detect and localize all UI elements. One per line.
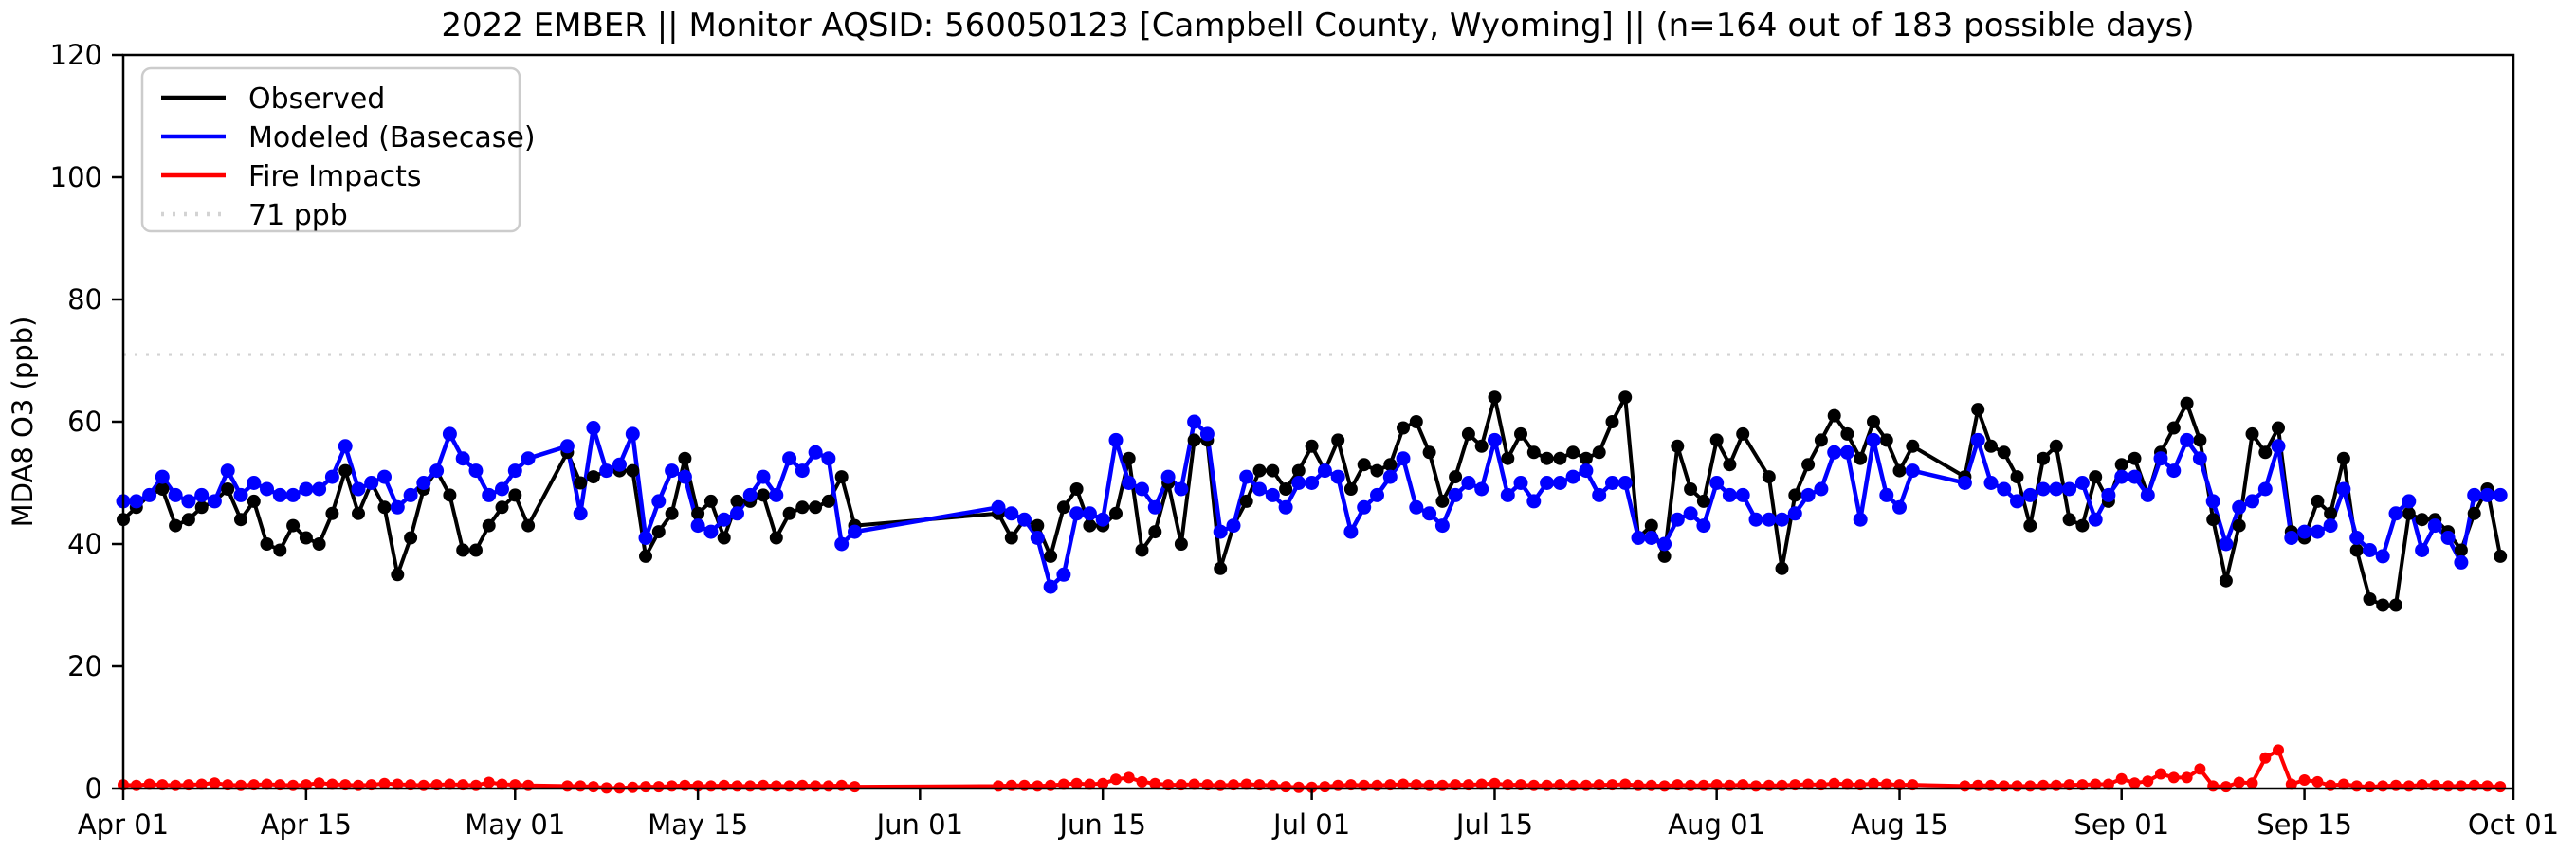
- x-tick-label: May 15: [648, 808, 748, 841]
- x-tick-label: Aug 01: [1668, 808, 1765, 841]
- y-axis-ticks: 0 20 40 60 80 100 120: [50, 39, 123, 805]
- y-tick-label: 100: [50, 161, 102, 193]
- x-tick-label: Sep 15: [2256, 808, 2352, 841]
- markers-fire-impacts: [118, 744, 2507, 794]
- y-tick-label: 20: [67, 650, 102, 682]
- legend-box: Observed Modeled (Basecase) Fire Impacts 71…: [140, 66, 536, 233]
- y-tick-label: 0: [85, 772, 102, 805]
- y-tick-label: 40: [67, 528, 102, 560]
- y-tick-label: 80: [67, 283, 102, 316]
- legend-label: Observed: [248, 82, 385, 116]
- x-tick-label: Jul 01: [1271, 808, 1350, 841]
- data-series-lines: [120, 395, 2503, 790]
- data-series-markers: [116, 390, 2508, 794]
- x-tick-label: Apr 15: [261, 808, 352, 841]
- chart-title: 2022 EMBER || Monitor AQSID: 560050123 […: [441, 7, 2194, 45]
- x-tick-label: Oct 01: [2468, 808, 2559, 841]
- x-tick-label: Jul 15: [1454, 808, 1533, 841]
- y-tick-label: 60: [67, 406, 102, 438]
- x-tick-label: Aug 15: [1851, 808, 1948, 841]
- x-tick-label: Apr 01: [78, 808, 169, 841]
- x-tick-label: Jun 01: [875, 808, 963, 841]
- line-observed: [121, 395, 2503, 608]
- x-tick-label: Sep 01: [2074, 808, 2169, 841]
- markers-modeled-basecase-: [116, 414, 2508, 594]
- legend-label: Modeled (Basecase): [248, 121, 536, 154]
- x-tick-label: Jun 15: [1057, 808, 1145, 841]
- y-tick-label: 120: [50, 39, 102, 71]
- y-axis-label: MDA8 O3 (ppb): [7, 317, 39, 528]
- x-tick-label: May 01: [465, 808, 565, 841]
- legend-label: 71 ppb: [248, 199, 348, 232]
- x-axis-ticks: Apr 01 Apr 15 May 01 May 15 Jun 01 Jun 15 Jul …: [78, 789, 2559, 841]
- legend-label: Fire Impacts: [248, 160, 421, 193]
